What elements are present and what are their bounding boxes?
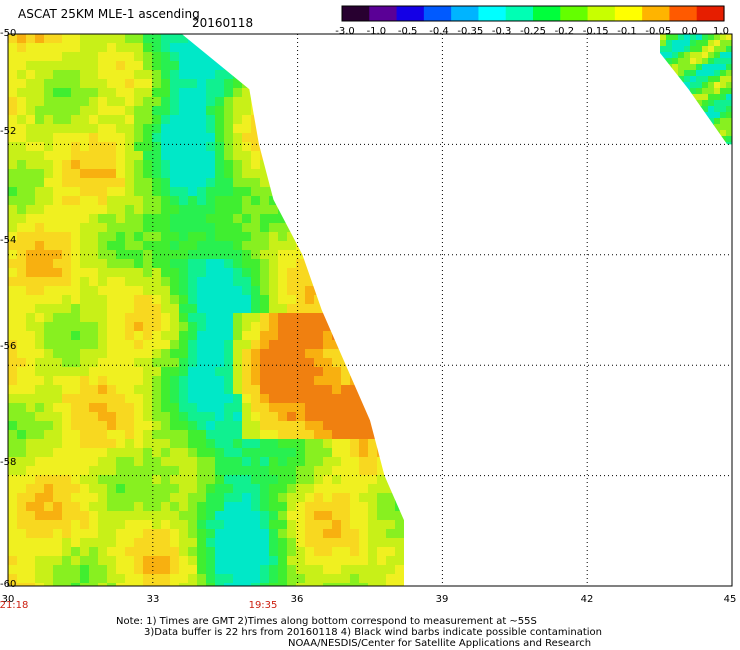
colorbar-label: -1.0 [366, 26, 387, 37]
chart-date: 20160118 [192, 16, 254, 30]
colorbar-label: -0.35 [457, 26, 484, 37]
lat-label: -52 [0, 126, 17, 137]
colorbar-swatch [560, 6, 589, 21]
lat-label: -60 [0, 579, 17, 590]
lon-label: 45 [723, 594, 737, 605]
colorbar-label: -0.05 [645, 26, 672, 37]
colorbar-label: 0.0 [681, 26, 698, 37]
colorbar-swatch [642, 6, 671, 21]
mle-field-northeast [660, 34, 732, 145]
colorbar-label: -0.25 [520, 26, 546, 37]
time-label: 21:18 [0, 600, 29, 611]
lat-label: -50 [0, 28, 17, 39]
colorbar-swatch [423, 6, 452, 21]
lon-label: 39 [435, 594, 449, 605]
footnote-credit: NOAA/NESDIS/Center for Satellite Applica… [288, 638, 592, 649]
time-label: 19:35 [248, 600, 278, 611]
colorbar-label: -3.0 [335, 26, 355, 37]
footnote-line-2: 3)Data buffer is 22 hrs from 20160118 4)… [144, 627, 602, 638]
colorbar-swatch [696, 6, 725, 21]
colorbar-swatch [478, 6, 507, 21]
colorbar-swatch [451, 6, 480, 21]
colorbar [341, 5, 725, 22]
colorbar-label: 1.0 [713, 26, 729, 37]
colorbar-label: -0.5 [397, 26, 418, 37]
colorbar-swatch [369, 6, 398, 21]
lat-label: -58 [0, 457, 17, 468]
footnote-line-1: Note: 1) Times are GMT 2)Times along bot… [116, 616, 537, 627]
lon-label: 36 [290, 594, 304, 605]
lon-label: 33 [146, 594, 160, 605]
lat-label: -56 [0, 341, 17, 352]
colorbar-label: -0.15 [582, 26, 609, 37]
colorbar-swatch [614, 6, 643, 21]
colorbar-label: -0.2 [554, 26, 575, 37]
lat-label: -54 [0, 235, 17, 246]
colorbar-swatch [533, 6, 561, 21]
colorbar-swatch [342, 6, 370, 21]
mle-field [8, 34, 404, 586]
chart-title: ASCAT 25KM MLE-1 ascending [18, 7, 200, 21]
colorbar-swatch [669, 6, 698, 21]
lon-label: 30 [1, 594, 15, 605]
lon-label: 42 [580, 594, 594, 605]
colorbar-swatch [396, 6, 425, 21]
colorbar-swatch [505, 6, 534, 21]
colorbar-label: -0.1 [617, 26, 637, 37]
colorbar-label: -0.4 [429, 26, 449, 37]
colorbar-label: -0.3 [491, 26, 512, 37]
colorbar-swatch [587, 6, 616, 21]
plot-frame [7, 33, 733, 587]
